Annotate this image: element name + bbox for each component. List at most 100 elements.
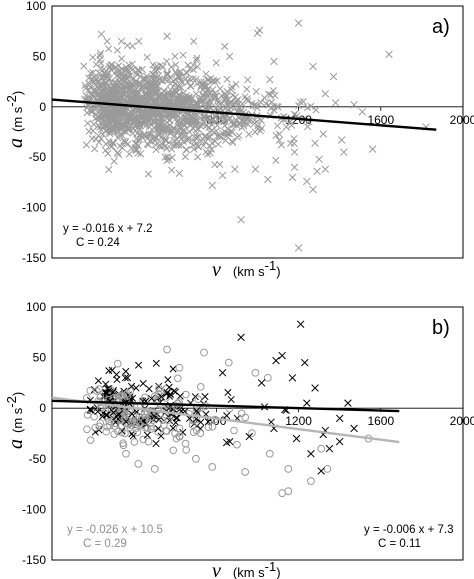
- panel-b-cloud-point: [193, 407, 201, 415]
- panel-b-cloud-point: [230, 426, 238, 435]
- panel-a-cloud-point: [104, 150, 112, 158]
- panel-a-cloud-point: [95, 69, 103, 77]
- panel-b-regression-line: [51, 399, 400, 413]
- panel-a-cloud-point: [148, 92, 156, 100]
- panel-b-fit-lines: [51, 396, 400, 444]
- panel-b-cloud-point: [267, 418, 275, 426]
- panel-b-cloud-point: [165, 416, 174, 425]
- panel-b-cloud-point: [179, 428, 187, 436]
- panel-a-data-point: [218, 171, 227, 180]
- panel-b-cloud-point: [132, 413, 141, 421]
- panel-a-cloud-point: [138, 134, 147, 142]
- panel-a-cloud-point: [111, 79, 120, 87]
- panel-a-cloud-point: [182, 94, 190, 102]
- panel-b-data-point: [122, 449, 130, 458]
- panel-a-cloud-point: [153, 87, 161, 95]
- panel-b-data-point: [284, 487, 293, 496]
- panel-b-cloud-point: [94, 377, 102, 385]
- panel-b-x-axis-label: v (km s-1): [212, 559, 281, 579]
- panel-b-cloud-point: [241, 413, 250, 422]
- panel-b-cloud-point: [143, 431, 151, 439]
- panel-a-cloud-point: [126, 112, 134, 120]
- panel-a-y-axis-unit-close: ): [10, 91, 25, 95]
- panel-a-cloud-point: [106, 126, 114, 134]
- panel-a-cloud-point: [272, 156, 280, 165]
- panel-a-data-point: [97, 30, 106, 38]
- panel-a-cloud-point: [256, 127, 264, 135]
- panel-b-cloud-point: [83, 425, 91, 434]
- panel-b-cloud-point: [155, 382, 163, 390]
- panel-a-cloud-point: [143, 53, 151, 61]
- panel-a-cloud-point: [272, 131, 280, 140]
- panel-b-x-axis-unit: (km s: [233, 565, 265, 579]
- panel-a-cloud-point: [143, 72, 151, 80]
- panel-a-cloud-point: [157, 109, 165, 117]
- panel-b-data-point: [251, 368, 260, 377]
- panel-a-cloud-point: [163, 125, 171, 133]
- panel-b-data-point: [301, 358, 309, 367]
- panel-a-cloud-point: [156, 129, 164, 137]
- panel-b-cloud-point: [176, 392, 184, 400]
- panel-a-cloud-point: [133, 122, 141, 130]
- panel-a-cloud-point: [145, 132, 153, 140]
- panel-b-cloud-point: [182, 446, 191, 454]
- panel-b-cloud-point: [182, 390, 190, 399]
- panel-a-cloud-point: [113, 46, 121, 54]
- panel-a-cloud-point: [172, 88, 180, 96]
- panel-b-y-tick-labels: 100 50 0 -50 -100 -150: [22, 300, 46, 567]
- panel-a-cloud-point: [248, 100, 256, 108]
- panel-a-cloud-point: [127, 88, 135, 97]
- panel-a-cloud-point: [257, 98, 265, 106]
- panel-a-cloud-point: [229, 91, 237, 99]
- panel-b-cloud-point: [117, 428, 126, 437]
- panel-a-cloud-point: [157, 127, 165, 135]
- panel-b-cloud-point: [237, 409, 246, 418]
- panel-a-cloud-point: [192, 119, 200, 127]
- panel-a-cloud-point: [133, 96, 142, 104]
- panel-b-data-point: [278, 351, 286, 360]
- panel-b-cloud-point: [163, 427, 171, 435]
- panel-a-cloud-point: [227, 118, 235, 126]
- panel-b-data-point: [222, 438, 231, 447]
- panel-a-cloud-point: [179, 51, 187, 59]
- panel-a-cloud-point: [267, 91, 275, 99]
- panel-b-cloud-point: [129, 432, 137, 440]
- panel-a-cloud-point: [277, 141, 285, 149]
- panel-b-cloud-point: [174, 374, 182, 383]
- panel-b-data-point: [263, 373, 272, 382]
- panel-b-cloud-point: [109, 393, 118, 402]
- panel-b-cloud-point: [176, 432, 184, 441]
- panel-a-cloud-point: [201, 114, 209, 122]
- panel-a-cloud-point: [158, 143, 166, 151]
- panel-a-data-point: [288, 173, 297, 182]
- panel-b-cloud-point: [164, 416, 172, 425]
- panel-a-cloud-point: [161, 97, 169, 105]
- panel-a-cloud-point: [128, 42, 136, 50]
- panel-a-data-point: [303, 177, 311, 186]
- panel-a-cloud-point: [223, 75, 231, 83]
- panel-a-y-tick-label: 0: [39, 100, 46, 114]
- panel-a-cloud-point: [312, 106, 320, 114]
- panel-b-cloud-point: [122, 367, 130, 375]
- panel-b-y-axis-unit-close: ): [10, 392, 25, 396]
- panel-b-cloud-point: [196, 429, 205, 437]
- panel-b-cloud-point: [102, 427, 111, 436]
- panel-b-fit2-correlation: C = 0.11: [378, 538, 421, 550]
- panel-a-cloud-point: [105, 45, 113, 53]
- panel-a-cloud-point: [260, 94, 268, 102]
- panel-a-cloud-point: [146, 116, 154, 124]
- panel-a-cloud-point: [103, 37, 111, 45]
- panel-a-cloud-point: [177, 76, 185, 84]
- panel-a-data-point: [290, 148, 299, 156]
- panel-a-cloud-point: [171, 80, 179, 88]
- panel-a-cloud-point: [249, 102, 257, 110]
- panel-a-cloud-point: [273, 122, 282, 130]
- panel-a-cloud-point: [184, 61, 192, 69]
- panel-a-cloud-point: [117, 37, 125, 45]
- panel-b-cloud-point: [83, 394, 91, 402]
- panel-b-data-point: [317, 444, 326, 453]
- panel-a-cloud-point: [139, 75, 147, 83]
- panel-a-cloud-point: [97, 49, 105, 57]
- panel-a-cloud-point: [105, 74, 113, 82]
- panel-a-cloud-point: [171, 98, 179, 106]
